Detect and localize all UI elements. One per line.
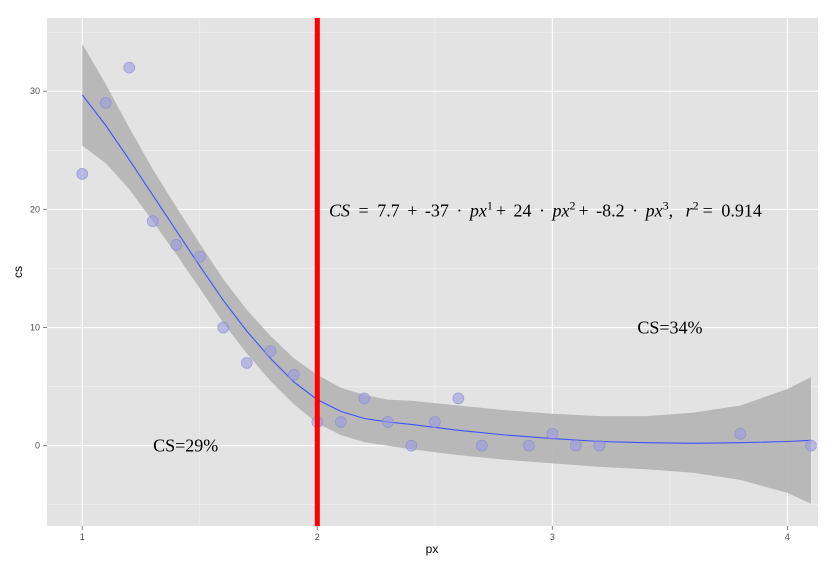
x-tick-label: 1 [80, 532, 85, 542]
fit-line [81, 94, 811, 444]
data-point [452, 392, 465, 405]
x-tick-label: 4 [785, 532, 790, 542]
points-group [76, 61, 817, 452]
y-tick-label: 10 [30, 323, 40, 333]
regression-equation: CS = 7.7 + -37 · px1 + 24 · px2 + -8.2 · p… [329, 198, 762, 220]
y-tick-label: 30 [30, 86, 40, 96]
data-point [405, 439, 418, 452]
data-point [193, 250, 206, 263]
y-axis-title: cs [11, 266, 25, 278]
minor-grid [47, 18, 818, 526]
data-point [734, 427, 747, 440]
data-point [240, 357, 253, 369]
x-axis-title: px [426, 542, 439, 556]
data-point [123, 61, 136, 74]
x-tick-label: 3 [550, 532, 555, 542]
confidence-band [82, 44, 811, 504]
data-point [170, 238, 183, 251]
x-axis-ticks: 1 2 3 4 [80, 526, 790, 542]
annotation-cs-29: CS=29% [153, 436, 218, 456]
ci-band-area [82, 44, 811, 504]
data-point [381, 416, 394, 428]
data-point [287, 368, 300, 381]
data-point [217, 321, 230, 334]
data-point [546, 427, 559, 440]
y-axis-ticks: 0 10 20 30 [30, 86, 47, 451]
data-point [428, 416, 441, 428]
data-point [146, 215, 159, 228]
data-point [334, 416, 347, 428]
annotation-cs-34: CS=34% [637, 318, 702, 338]
data-point [76, 168, 89, 180]
data-point [522, 439, 535, 452]
x-tick-label: 2 [315, 532, 320, 542]
y-tick-label: 0 [35, 441, 40, 451]
data-point [264, 345, 277, 358]
data-point [475, 439, 488, 452]
data-point [569, 439, 582, 452]
data-point [593, 439, 606, 452]
fit-line-group [81, 94, 811, 444]
data-point [805, 439, 817, 452]
y-tick-label: 20 [30, 204, 40, 214]
data-point [99, 97, 112, 109]
data-point [358, 392, 371, 405]
